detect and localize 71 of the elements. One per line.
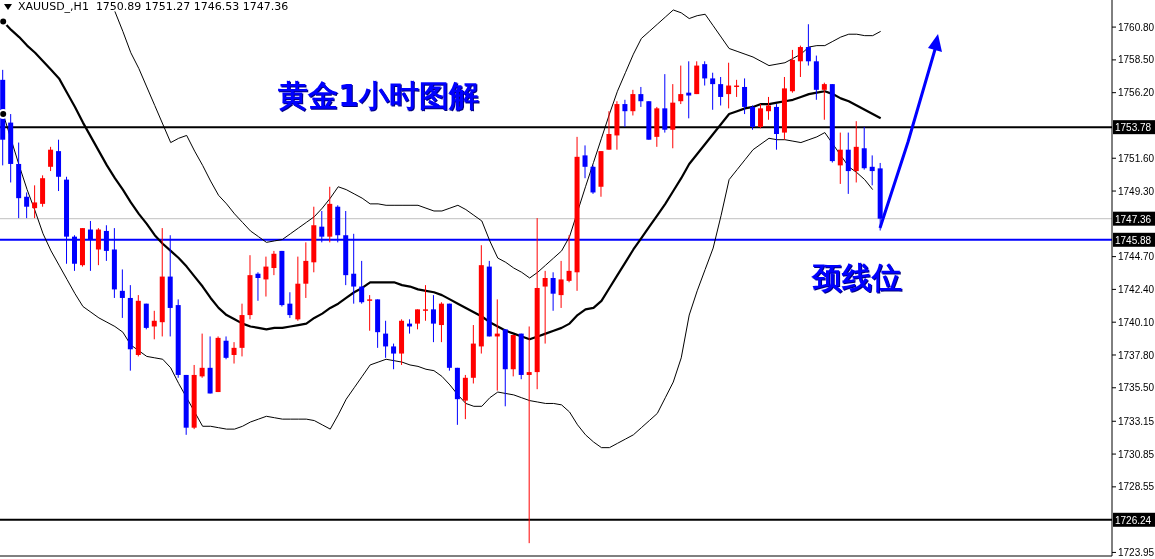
ref-line-label: 1726.24 [1115, 514, 1152, 526]
y-tick-label: 1735.50 [1118, 382, 1155, 394]
y-tick-label: 1740.10 [1118, 316, 1155, 328]
candlestick [566, 234, 572, 283]
candlestick [638, 86, 644, 108]
candlestick [359, 260, 365, 305]
y-tick-label: 1760.80 [1118, 21, 1155, 33]
candlestick [662, 73, 668, 134]
y-tick-label: 1758.50 [1118, 54, 1155, 66]
candlestick [223, 335, 229, 360]
candlestick [678, 65, 684, 105]
candlestick [558, 260, 564, 309]
candlestick [726, 62, 732, 109]
y-tick-label: 1723.95 [1118, 546, 1155, 558]
candlestick [550, 271, 556, 312]
candlestick [263, 256, 269, 298]
candlestick [766, 96, 771, 121]
text: 黄金1小时图解 [278, 77, 479, 115]
candlestick [797, 45, 803, 78]
candlestick [630, 89, 636, 116]
candlestick [606, 110, 612, 151]
candlestick [861, 126, 867, 171]
y-tick-label: 1749.30 [1118, 185, 1155, 197]
candlestick [845, 132, 851, 195]
candlestick [303, 241, 309, 299]
y-tick-label: 1756.20 [1118, 87, 1155, 99]
candlestick [367, 294, 373, 332]
candlestick [231, 341, 237, 365]
y-tick-label: 1730.85 [1118, 448, 1155, 460]
candlestick [383, 320, 389, 359]
candlestick [622, 99, 628, 128]
candlestick [462, 374, 468, 420]
candlestick [32, 184, 38, 219]
chart-title: XAUUSD_,H1 1750.89 1751.27 1746.53 1747.36 [18, 0, 289, 13]
candlestick [718, 76, 724, 106]
candlestick [271, 250, 277, 276]
ref-line-label: 1745.88 [1115, 234, 1152, 246]
ref-line-label: 1747.36 [1115, 213, 1152, 225]
candlestick [710, 72, 716, 111]
candlestick [702, 60, 708, 87]
candlestick [95, 227, 101, 266]
y-tick-label: 1737.80 [1118, 349, 1155, 361]
candlestick [821, 82, 827, 121]
candlestick [686, 60, 692, 119]
candlestick [758, 103, 764, 129]
candlestick [422, 284, 428, 322]
ref-line-label: 1753.78 [1115, 122, 1152, 134]
candlestick [199, 333, 205, 379]
annotation: 颈线位 [812, 259, 902, 297]
candlestick [24, 191, 30, 219]
y-tick-label: 1728.55 [1118, 481, 1155, 493]
candlestick [837, 132, 843, 185]
candlestick [438, 301, 444, 343]
y-tick-label: 1751.60 [1118, 152, 1155, 164]
candlestick [526, 325, 532, 544]
candlestick [742, 77, 748, 115]
y-tick-label: 1733.15 [1118, 415, 1155, 427]
candlestick [582, 144, 588, 179]
candlestick [119, 268, 125, 319]
candlestick [542, 270, 548, 345]
candlestick [869, 154, 875, 186]
candlestick [750, 105, 756, 131]
candlestick [805, 23, 811, 67]
candlestick [391, 343, 397, 370]
candlestick [287, 291, 293, 319]
y-tick-label: 1744.70 [1118, 251, 1155, 263]
y-tick-label: 1742.40 [1118, 283, 1155, 295]
candlestick [255, 271, 261, 302]
candlestick [415, 308, 421, 330]
candlestick [48, 146, 54, 172]
candlestick [430, 294, 436, 343]
